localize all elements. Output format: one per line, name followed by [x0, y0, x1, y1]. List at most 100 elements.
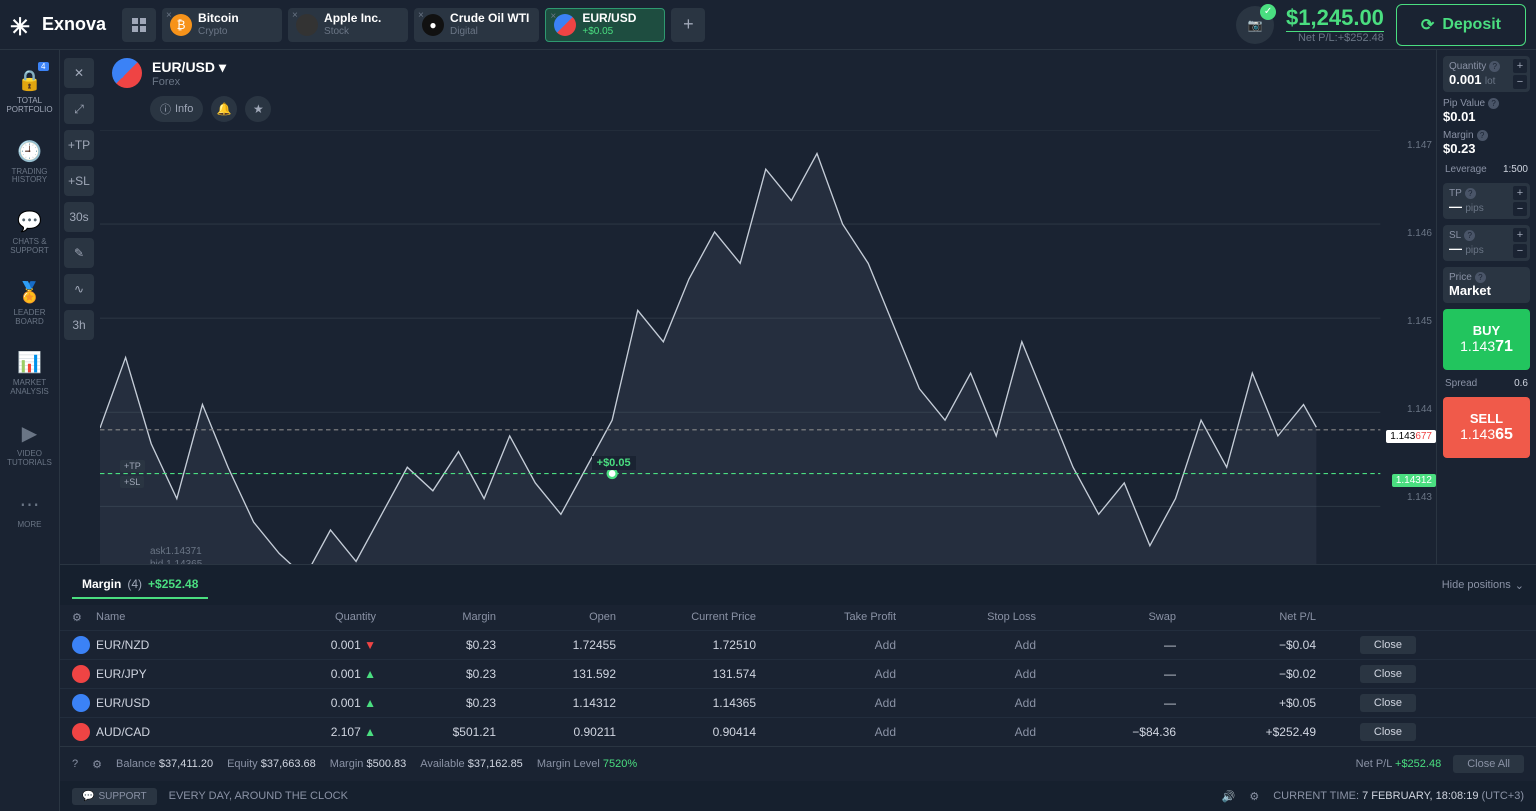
buy-button[interactable]: BUY 1.14371: [1443, 309, 1530, 370]
add-sl-button[interactable]: Add: [1015, 725, 1036, 739]
chart-tool-button[interactable]: ✕: [64, 58, 94, 88]
tp-minus[interactable]: −: [1513, 202, 1527, 216]
sidebar-label: CHATS & SUPPORT: [3, 238, 57, 256]
position-row[interactable]: AUD/CAD 2.107 ▲ $501.21 0.90211 0.90414 …: [60, 717, 1536, 746]
add-sl-button[interactable]: Add: [1015, 696, 1036, 710]
help-icon[interactable]: ?: [1475, 272, 1486, 283]
alerts-button[interactable]: 🔔: [211, 96, 237, 122]
tab-close-icon[interactable]: ×: [292, 10, 298, 21]
hide-positions-button[interactable]: Hide positions ⌄: [1442, 579, 1524, 592]
add-tp-button[interactable]: Add: [875, 638, 896, 652]
balance-display[interactable]: $1,245.00 Net P/L:+$252.48: [1286, 5, 1384, 44]
sidebar-item[interactable]: ⋯ MORE: [3, 484, 57, 538]
asset-tab[interactable]: × ● Crude Oil WTI Digital: [414, 8, 539, 42]
position-qty: 0.001 ▲: [256, 667, 376, 681]
add-tp-button[interactable]: Add: [875, 696, 896, 710]
position-current: 131.574: [616, 667, 756, 681]
bid-value: bid 1.14365: [150, 558, 202, 564]
sidebar-item[interactable]: 📊 MARKET ANALYSIS: [3, 342, 57, 405]
positions-tab[interactable]: Margin (4) +$252.48: [72, 571, 208, 599]
y-axis-tick: 1.146: [1392, 228, 1432, 239]
add-tp-button[interactable]: Add: [875, 667, 896, 681]
asset-tab[interactable]: × EUR/USD +$0.05: [545, 8, 665, 42]
footer-netpl: +$252.48: [1395, 758, 1441, 770]
sl-box[interactable]: SL ? — pips +−: [1443, 225, 1530, 261]
bell-icon: 🔔: [217, 102, 232, 116]
screenshot-button[interactable]: 📷 ✓: [1236, 6, 1274, 44]
gear-icon[interactable]: ⚙: [92, 758, 102, 771]
asset-tab[interactable]: × Apple Inc. Stock: [288, 8, 408, 42]
close-position-button[interactable]: Close: [1360, 694, 1416, 712]
help-icon[interactable]: ?: [1489, 61, 1500, 72]
position-current: 1.14365: [616, 696, 756, 710]
help-icon[interactable]: ?: [1477, 130, 1488, 141]
sidebar-item[interactable]: 💬 CHATS & SUPPORT: [3, 201, 57, 264]
help-icon[interactable]: ?: [1488, 98, 1499, 109]
sl-minus[interactable]: −: [1513, 244, 1527, 258]
help-icon[interactable]: ?: [1464, 230, 1475, 241]
position-row[interactable]: EUR/JPY 0.001 ▲ $0.23 131.592 131.574 Ad…: [60, 659, 1536, 688]
close-position-button[interactable]: Close: [1360, 723, 1416, 741]
close-position-button[interactable]: Close: [1360, 665, 1416, 683]
column-header: Current Price: [616, 611, 756, 624]
net-pl-label: Net P/L:: [1298, 32, 1338, 44]
price-box[interactable]: Price ? Market: [1443, 267, 1530, 303]
column-header: Open: [496, 611, 616, 624]
close-all-button[interactable]: Close All: [1453, 755, 1524, 773]
tab-close-icon[interactable]: ×: [550, 11, 556, 22]
gear-icon[interactable]: ⚙: [72, 612, 82, 624]
tp-plus[interactable]: +: [1513, 186, 1527, 200]
quantity-box[interactable]: Quantity ? 0.001 lot +−: [1443, 56, 1530, 92]
chart-tool-button[interactable]: ✎: [64, 238, 94, 268]
sidebar-item[interactable]: 🕘 TRADING HISTORY: [3, 131, 57, 194]
chart-tool-button[interactable]: 3h: [64, 310, 94, 340]
position-row[interactable]: EUR/USD 0.001 ▲ $0.23 1.14312 1.14365 Ad…: [60, 688, 1536, 717]
sell-button[interactable]: SELL 1.14365: [1443, 397, 1530, 458]
qty-plus[interactable]: +: [1513, 59, 1527, 73]
position-name: EUR/JPY: [96, 667, 256, 681]
help-icon[interactable]: ?: [1465, 188, 1476, 199]
sidebar-item[interactable]: 🏅 LEADER BOARD: [3, 272, 57, 335]
add-tab-button[interactable]: +: [671, 8, 705, 42]
tp-line-badge[interactable]: +TP: [120, 460, 145, 472]
sidebar-item[interactable]: ▶ VIDEO TUTORIALS: [3, 413, 57, 476]
deposit-button[interactable]: ⟳ Deposit: [1396, 4, 1526, 46]
add-sl-button[interactable]: Add: [1015, 667, 1036, 681]
position-name: EUR/NZD: [96, 638, 256, 652]
position-row[interactable]: EUR/NZD 0.001 ▼ $0.23 1.72455 1.72510 Ad…: [60, 630, 1536, 659]
chart-tool-button[interactable]: +SL: [64, 166, 94, 196]
chart-tool-button[interactable]: ⤢: [64, 94, 94, 124]
instrument-selector[interactable]: EUR/USD ▾: [152, 59, 226, 76]
sl-plus[interactable]: +: [1513, 228, 1527, 242]
chart-tool-button[interactable]: 30s: [64, 202, 94, 232]
close-position-button[interactable]: Close: [1360, 636, 1416, 654]
sidebar-icon: 🔒: [17, 68, 42, 93]
add-sl-button[interactable]: Add: [1015, 638, 1036, 652]
position-open: 0.90211: [496, 725, 616, 739]
favorite-button[interactable]: ★: [245, 96, 271, 122]
sidebar-icon: ▶: [22, 421, 37, 446]
count-badge: 4: [38, 62, 48, 71]
sl-line-badge[interactable]: +SL: [120, 476, 144, 488]
layout-grid-button[interactable]: [122, 8, 156, 42]
price-value: Market: [1449, 283, 1524, 298]
qty-minus[interactable]: −: [1513, 75, 1527, 89]
chart-tool-button[interactable]: +TP: [64, 130, 94, 160]
tp-box[interactable]: TP ? — pips +−: [1443, 183, 1530, 219]
sidebar-item[interactable]: 4 🔒 TOTAL PORTFOLIO: [3, 60, 57, 123]
current-time: 7 FEBRUARY, 18:08:19: [1362, 790, 1478, 802]
price-chart[interactable]: 1.1471.1461.1451.1441.1431.142 1.143677 …: [100, 130, 1436, 564]
asset-tab[interactable]: × ₿ Bitcoin Crypto: [162, 8, 282, 42]
chart-tool-button[interactable]: ∿: [64, 274, 94, 304]
tab-close-icon[interactable]: ×: [418, 10, 424, 21]
help-icon[interactable]: ?: [72, 758, 78, 770]
settings-icon[interactable]: ⚙: [1249, 790, 1259, 803]
support-button[interactable]: 💬 SUPPORT: [72, 788, 157, 805]
tab-close-icon[interactable]: ×: [166, 10, 172, 21]
info-pill[interactable]: ⓘ Info: [150, 96, 203, 122]
sidebar-label: MORE: [18, 521, 42, 530]
pip-value: $0.01: [1443, 109, 1530, 124]
column-header: Stop Loss: [896, 611, 1036, 624]
sound-icon[interactable]: 🔊: [1222, 790, 1236, 803]
add-tp-button[interactable]: Add: [875, 725, 896, 739]
